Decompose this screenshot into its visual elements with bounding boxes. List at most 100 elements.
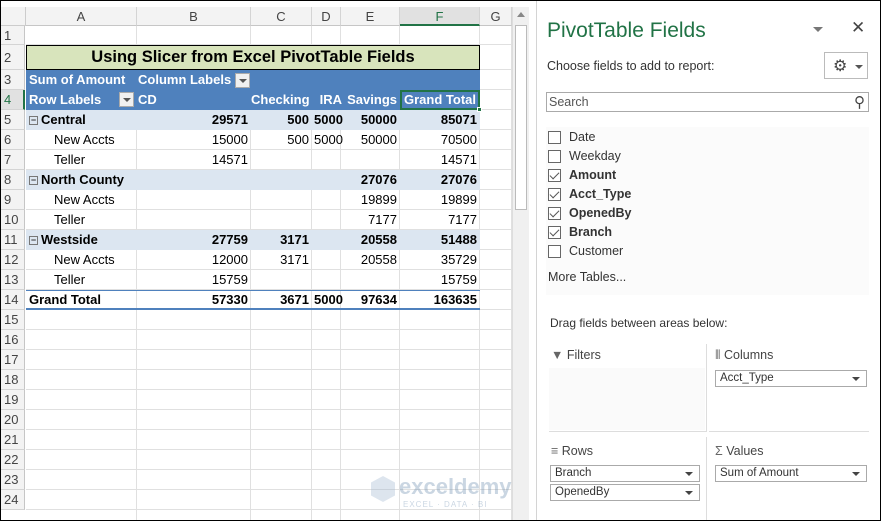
checkbox[interactable] [548,226,561,240]
row-header-3[interactable]: 3 [1,70,25,90]
chevron-down-icon[interactable] [852,472,860,476]
row-header-16[interactable]: 16 [1,330,25,350]
columns-area[interactable]: ⦀ Columns Acct_Type [709,344,869,432]
value-cell[interactable]: 51488 [440,232,477,247]
column-header-g[interactable]: G [480,7,512,26]
grand-total-value[interactable]: 97634 [360,292,397,307]
value-cell[interactable]: 12000 [211,252,248,267]
value-cell[interactable]: 19899 [440,192,477,207]
value-cell[interactable]: 500 [287,112,309,127]
chevron-down-icon[interactable] [685,472,693,476]
scroll-thumb[interactable] [515,25,527,210]
checkbox[interactable] [548,131,561,145]
value-cell[interactable]: 35729 [440,252,477,267]
vertical-scrollbar[interactable] [512,7,529,520]
checkbox[interactable] [548,169,561,183]
branch-row-label[interactable]: − Westside [29,230,98,250]
search-field[interactable]: Search ⚲ [546,92,869,112]
row-header-20[interactable]: 20 [1,410,25,430]
column-header-f[interactable]: F [400,7,480,26]
value-cell[interactable]: 15759 [440,272,477,287]
sub-row-label[interactable]: Teller [54,210,85,230]
dropdown-icon[interactable] [235,73,251,89]
row-header-10[interactable]: 10 [1,210,25,230]
row-header-19[interactable]: 19 [1,390,25,410]
selection-fill-handle[interactable] [477,107,482,112]
row-header-4[interactable]: 4 [1,90,25,110]
field-openedby[interactable]: OpenedBy [548,205,632,221]
value-cell[interactable]: 3171 [280,232,309,247]
column-header-a[interactable]: A [26,7,137,26]
row-header-18[interactable]: 18 [1,370,25,390]
value-cell[interactable]: 85071 [440,112,477,127]
tools-gear-button[interactable]: ⚙ [824,52,868,79]
row-header-14[interactable]: 14 [1,290,25,310]
value-cell[interactable]: 7177 [368,212,397,227]
close-icon[interactable]: ✕ [851,18,866,37]
rows-area[interactable]: ≡ Rows Branch OpenedBy [549,437,707,520]
values-area[interactable]: Σ Values Sum of Amount [709,437,869,520]
row-labels-filter[interactable]: Row Labels [29,90,136,110]
row-header-21[interactable]: 21 [1,430,25,450]
row-header-1[interactable]: 1 [1,26,25,45]
row-header-6[interactable]: 6 [1,130,25,150]
row-header-9[interactable]: 9 [1,190,25,210]
filters-area[interactable]: ▼ Filters [549,344,707,432]
branch-row-label[interactable]: − North County [29,170,124,190]
grand-total-value[interactable]: 57330 [211,292,248,307]
value-cell[interactable]: 50000 [360,112,397,127]
row-header-5[interactable]: 5 [1,110,25,130]
value-cell[interactable]: 20558 [360,252,397,267]
row-header-15[interactable]: 15 [1,310,25,330]
checkbox[interactable] [548,188,561,202]
value-cell[interactable]: 27759 [211,232,248,247]
sub-row-label[interactable]: Teller [54,150,85,170]
value-cell[interactable]: 3171 [280,252,309,267]
row-header-12[interactable]: 12 [1,250,25,270]
values-field-sum-amount[interactable]: Sum of Amount [715,465,867,482]
sub-row-label[interactable]: Teller [54,270,85,290]
chevron-down-icon[interactable] [685,491,693,495]
dropdown-icon[interactable] [119,92,134,107]
row-header-2[interactable]: 2 [1,45,25,70]
field-date[interactable]: Date [548,129,595,145]
value-cell[interactable]: 500 [287,132,309,147]
rows-field-openedby[interactable]: OpenedBy [550,484,700,501]
column-labels-filter[interactable]: Column Labels [138,70,251,90]
grand-total-value[interactable]: 3671 [280,292,309,307]
field-customer[interactable]: Customer [548,243,623,259]
row-header-23[interactable]: 23 [1,470,25,490]
columns-field-acct-type[interactable]: Acct_Type [715,370,867,387]
checkbox[interactable] [548,150,561,164]
sub-row-label[interactable]: New Accts [54,190,115,210]
column-header-e[interactable]: E [341,7,400,26]
value-cell[interactable]: 15000 [211,132,248,147]
scroll-up-arrow[interactable] [517,12,525,17]
sub-row-label[interactable]: New Accts [54,250,115,270]
row-header-7[interactable]: 7 [1,150,25,170]
row-header-11[interactable]: 11 [1,230,25,250]
checkbox[interactable] [548,245,561,259]
collapse-icon[interactable]: − [29,235,38,246]
value-cell[interactable]: 5000 [314,132,343,147]
row-header-13[interactable]: 13 [1,270,25,290]
value-cell[interactable]: 14571 [440,152,477,167]
value-cell[interactable]: 70500 [440,132,477,147]
pane-options-dropdown-icon[interactable] [813,27,823,32]
field-acct-type[interactable]: Acct_Type [548,186,631,202]
field-branch[interactable]: Branch [548,224,612,240]
branch-row-label[interactable]: − Central [29,110,86,130]
grand-total-value[interactable]: 5000 [314,292,343,307]
field-weekday[interactable]: Weekday [548,148,621,164]
chevron-down-icon[interactable] [852,377,860,381]
value-cell[interactable]: 27076 [440,172,477,187]
column-header-b[interactable]: B [137,7,251,26]
row-header-17[interactable]: 17 [1,350,25,370]
value-cell[interactable]: 29571 [211,112,248,127]
more-tables-link[interactable]: More Tables... [548,270,627,284]
value-cell[interactable]: 20558 [360,232,397,247]
checkbox[interactable] [548,207,561,221]
value-cell[interactable]: 7177 [448,212,477,227]
select-all-corner[interactable] [1,7,26,26]
sub-row-label[interactable]: New Accts [54,130,115,150]
